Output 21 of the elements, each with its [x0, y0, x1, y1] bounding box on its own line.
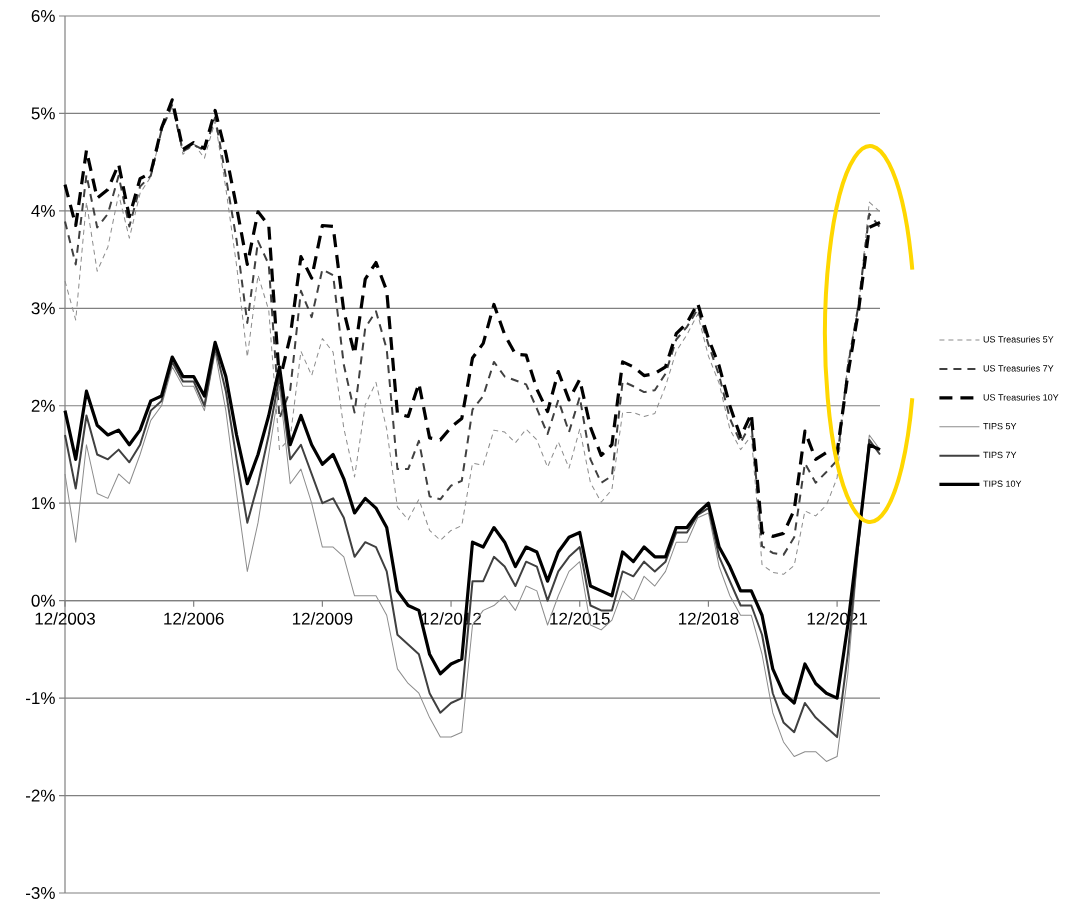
legend-label: TIPS 5Y: [983, 422, 1017, 430]
legend-label: TIPS 7Y: [983, 451, 1017, 459]
legend-label: US Treasuries 5Y: [983, 335, 1054, 343]
y-tick-label: 1%: [32, 497, 55, 510]
x-tick-label: 12/2009: [292, 612, 353, 625]
x-tick-label: 12/2003: [35, 612, 95, 625]
y-tick-label: 2%: [31, 399, 55, 412]
y-tick-label: -2%: [26, 789, 55, 802]
y-tick-label: 5%: [31, 107, 55, 120]
x-tick-label: 12/2015: [550, 612, 610, 625]
y-tick-label: -1%: [26, 692, 55, 705]
legend-label: TIPS 10Y: [983, 480, 1022, 487]
legend-label: US Treasuries 7Y: [983, 364, 1054, 372]
y-tick-label: 6%: [31, 9, 55, 23]
x-tick-label: 12/2018: [679, 612, 739, 625]
y-tick-label: 3%: [31, 302, 55, 315]
x-tick-label: 12/2006: [164, 612, 224, 625]
legend-label: US Treasuries 10Y: [983, 393, 1059, 401]
y-tick-label: -3%: [26, 886, 55, 900]
y-tick-label: 4%: [31, 204, 55, 217]
y-tick-label: 0%: [31, 594, 55, 607]
